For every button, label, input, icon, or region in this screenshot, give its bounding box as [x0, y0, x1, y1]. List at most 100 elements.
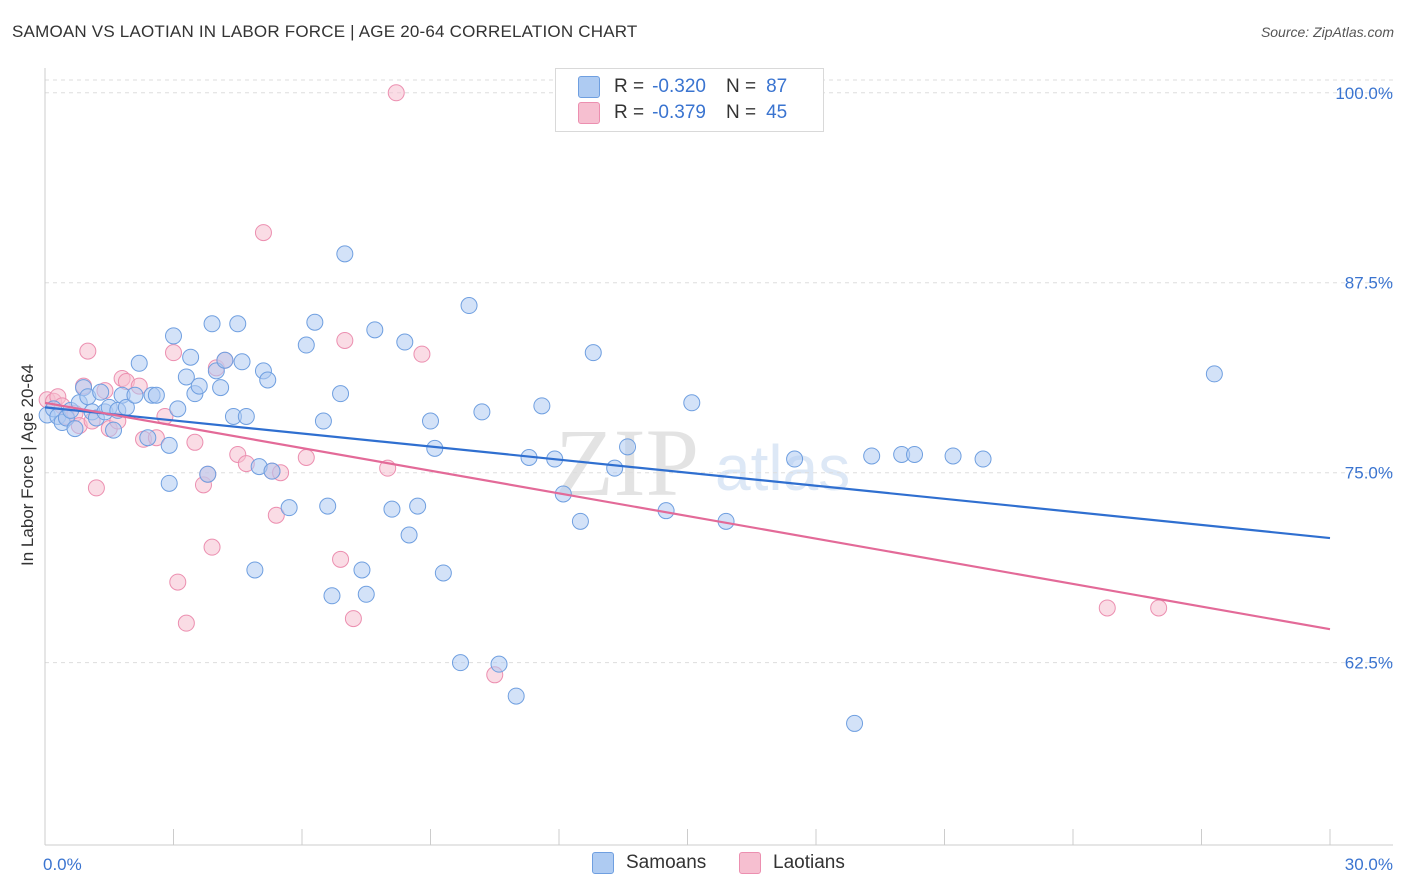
samoan-point [383, 500, 401, 518]
samoan-point [366, 321, 384, 339]
samoan-r-value: -0.320 [652, 76, 706, 97]
samoan-point [212, 379, 230, 397]
samoan-point [182, 348, 200, 366]
y-tick-label: 75.0% [1345, 464, 1393, 483]
laotian-r-value: -0.379 [652, 102, 706, 123]
samoan-point [263, 462, 281, 480]
samoan-point [944, 447, 962, 465]
samoan-trend-line [44, 406, 1331, 540]
laotian-point [254, 224, 272, 242]
samoan-point [229, 315, 247, 333]
samoan-point [314, 412, 332, 430]
laotian-n-value: 45 [766, 102, 788, 123]
laotians-legend-swatch [739, 852, 761, 874]
stats-legend: R = -0.320 N = 87 R = -0.379 N = 45 [555, 68, 824, 132]
samoan-point [259, 371, 277, 389]
samoan-point [422, 412, 439, 430]
laotian-point [79, 342, 97, 360]
laotian-points [38, 84, 1168, 684]
legend-row-samoans: R = -0.320 N = 87 [578, 75, 787, 99]
tick-labels: 62.5% 75.0% 87.5% 100.0% 0.0% 30.0% [43, 84, 1393, 874]
samoan-point [306, 313, 324, 331]
legend-item-samoans: Samoans [592, 852, 706, 874]
samoan-point [126, 386, 144, 404]
samoan-point [619, 438, 637, 456]
samoan-point [451, 654, 469, 672]
laotian-trend-line [44, 401, 1331, 631]
samoan-point [606, 459, 624, 477]
y-tick-label: 62.5% [1345, 654, 1393, 673]
chart-title: SAMOAN VS LAOTIAN IN LABOR FORCE | AGE 2… [12, 22, 638, 41]
laotian-point [413, 345, 431, 363]
samoan-point [490, 655, 508, 673]
samoan-points [38, 245, 1223, 732]
x-tick-label-min: 0.0% [43, 855, 82, 874]
samoan-n-value: 87 [766, 76, 788, 97]
samoan-point [460, 297, 478, 315]
series-legend: Samoans Laotians [0, 852, 1406, 878]
laotian-point [387, 84, 405, 102]
laotian-point [186, 433, 204, 451]
samoan-point [863, 447, 881, 465]
samoan-point [177, 368, 195, 386]
laotian-point [332, 550, 350, 568]
samoan-point [66, 420, 84, 438]
samoan-point [169, 400, 187, 418]
samoan-point [297, 336, 315, 354]
legend-row-laotians: R = -0.379 N = 45 [578, 101, 787, 125]
samoan-point [409, 497, 427, 515]
samoan-point [105, 421, 123, 439]
samoan-point [507, 687, 525, 705]
laotian-point [177, 614, 195, 632]
samoan-point [434, 564, 452, 582]
laotian-point [87, 479, 105, 497]
laotian-point [1150, 599, 1168, 617]
samoan-point [786, 450, 804, 468]
samoan-point [332, 385, 350, 403]
samoan-point [846, 714, 864, 732]
samoan-point [584, 344, 602, 362]
laotian-point [169, 573, 187, 591]
samoan-point [160, 436, 178, 454]
source-label: Source: ZipAtlas.com [1260, 24, 1394, 40]
samoan-point [571, 512, 589, 530]
y-axis-title: In Labor Force | Age 20-64 [18, 364, 37, 566]
samoans-legend-swatch [592, 852, 614, 874]
samoan-n-label: N = [725, 76, 757, 97]
samoan-point [199, 465, 217, 483]
samoan-point [246, 561, 264, 579]
samoan-point [92, 383, 110, 401]
laotian-swatch [578, 102, 600, 124]
samoan-point [336, 245, 354, 263]
laotian-point [297, 449, 315, 466]
legend-item-laotians: Laotians [739, 852, 845, 874]
laotian-point [1098, 599, 1116, 617]
samoan-point [203, 315, 221, 333]
samoan-point [233, 353, 251, 371]
samoan-point [906, 445, 924, 463]
samoan-point [323, 587, 341, 605]
laotian-point [267, 506, 285, 524]
axes [44, 68, 1393, 846]
laotian-n-label: N = [725, 102, 757, 123]
laotian-point [165, 344, 182, 362]
y-tick-label: 87.5% [1345, 274, 1393, 293]
watermark-atlas: atlas [715, 432, 850, 504]
samoan-point [400, 526, 418, 544]
trend-lines [44, 401, 1331, 631]
samoan-point [974, 450, 992, 468]
samoan-point [357, 585, 375, 603]
samoan-point [533, 397, 551, 415]
samoan-point [139, 429, 157, 447]
samoan-point [396, 333, 414, 351]
gridlines [45, 79, 1393, 664]
samoan-point [1205, 365, 1223, 383]
samoan-point [165, 327, 182, 345]
laotian-point [203, 538, 221, 556]
samoan-point [353, 561, 371, 579]
samoans-legend-label: Samoans [626, 852, 707, 873]
samoan-point [683, 394, 701, 412]
samoan-point [280, 499, 298, 517]
samoan-point [237, 407, 255, 425]
